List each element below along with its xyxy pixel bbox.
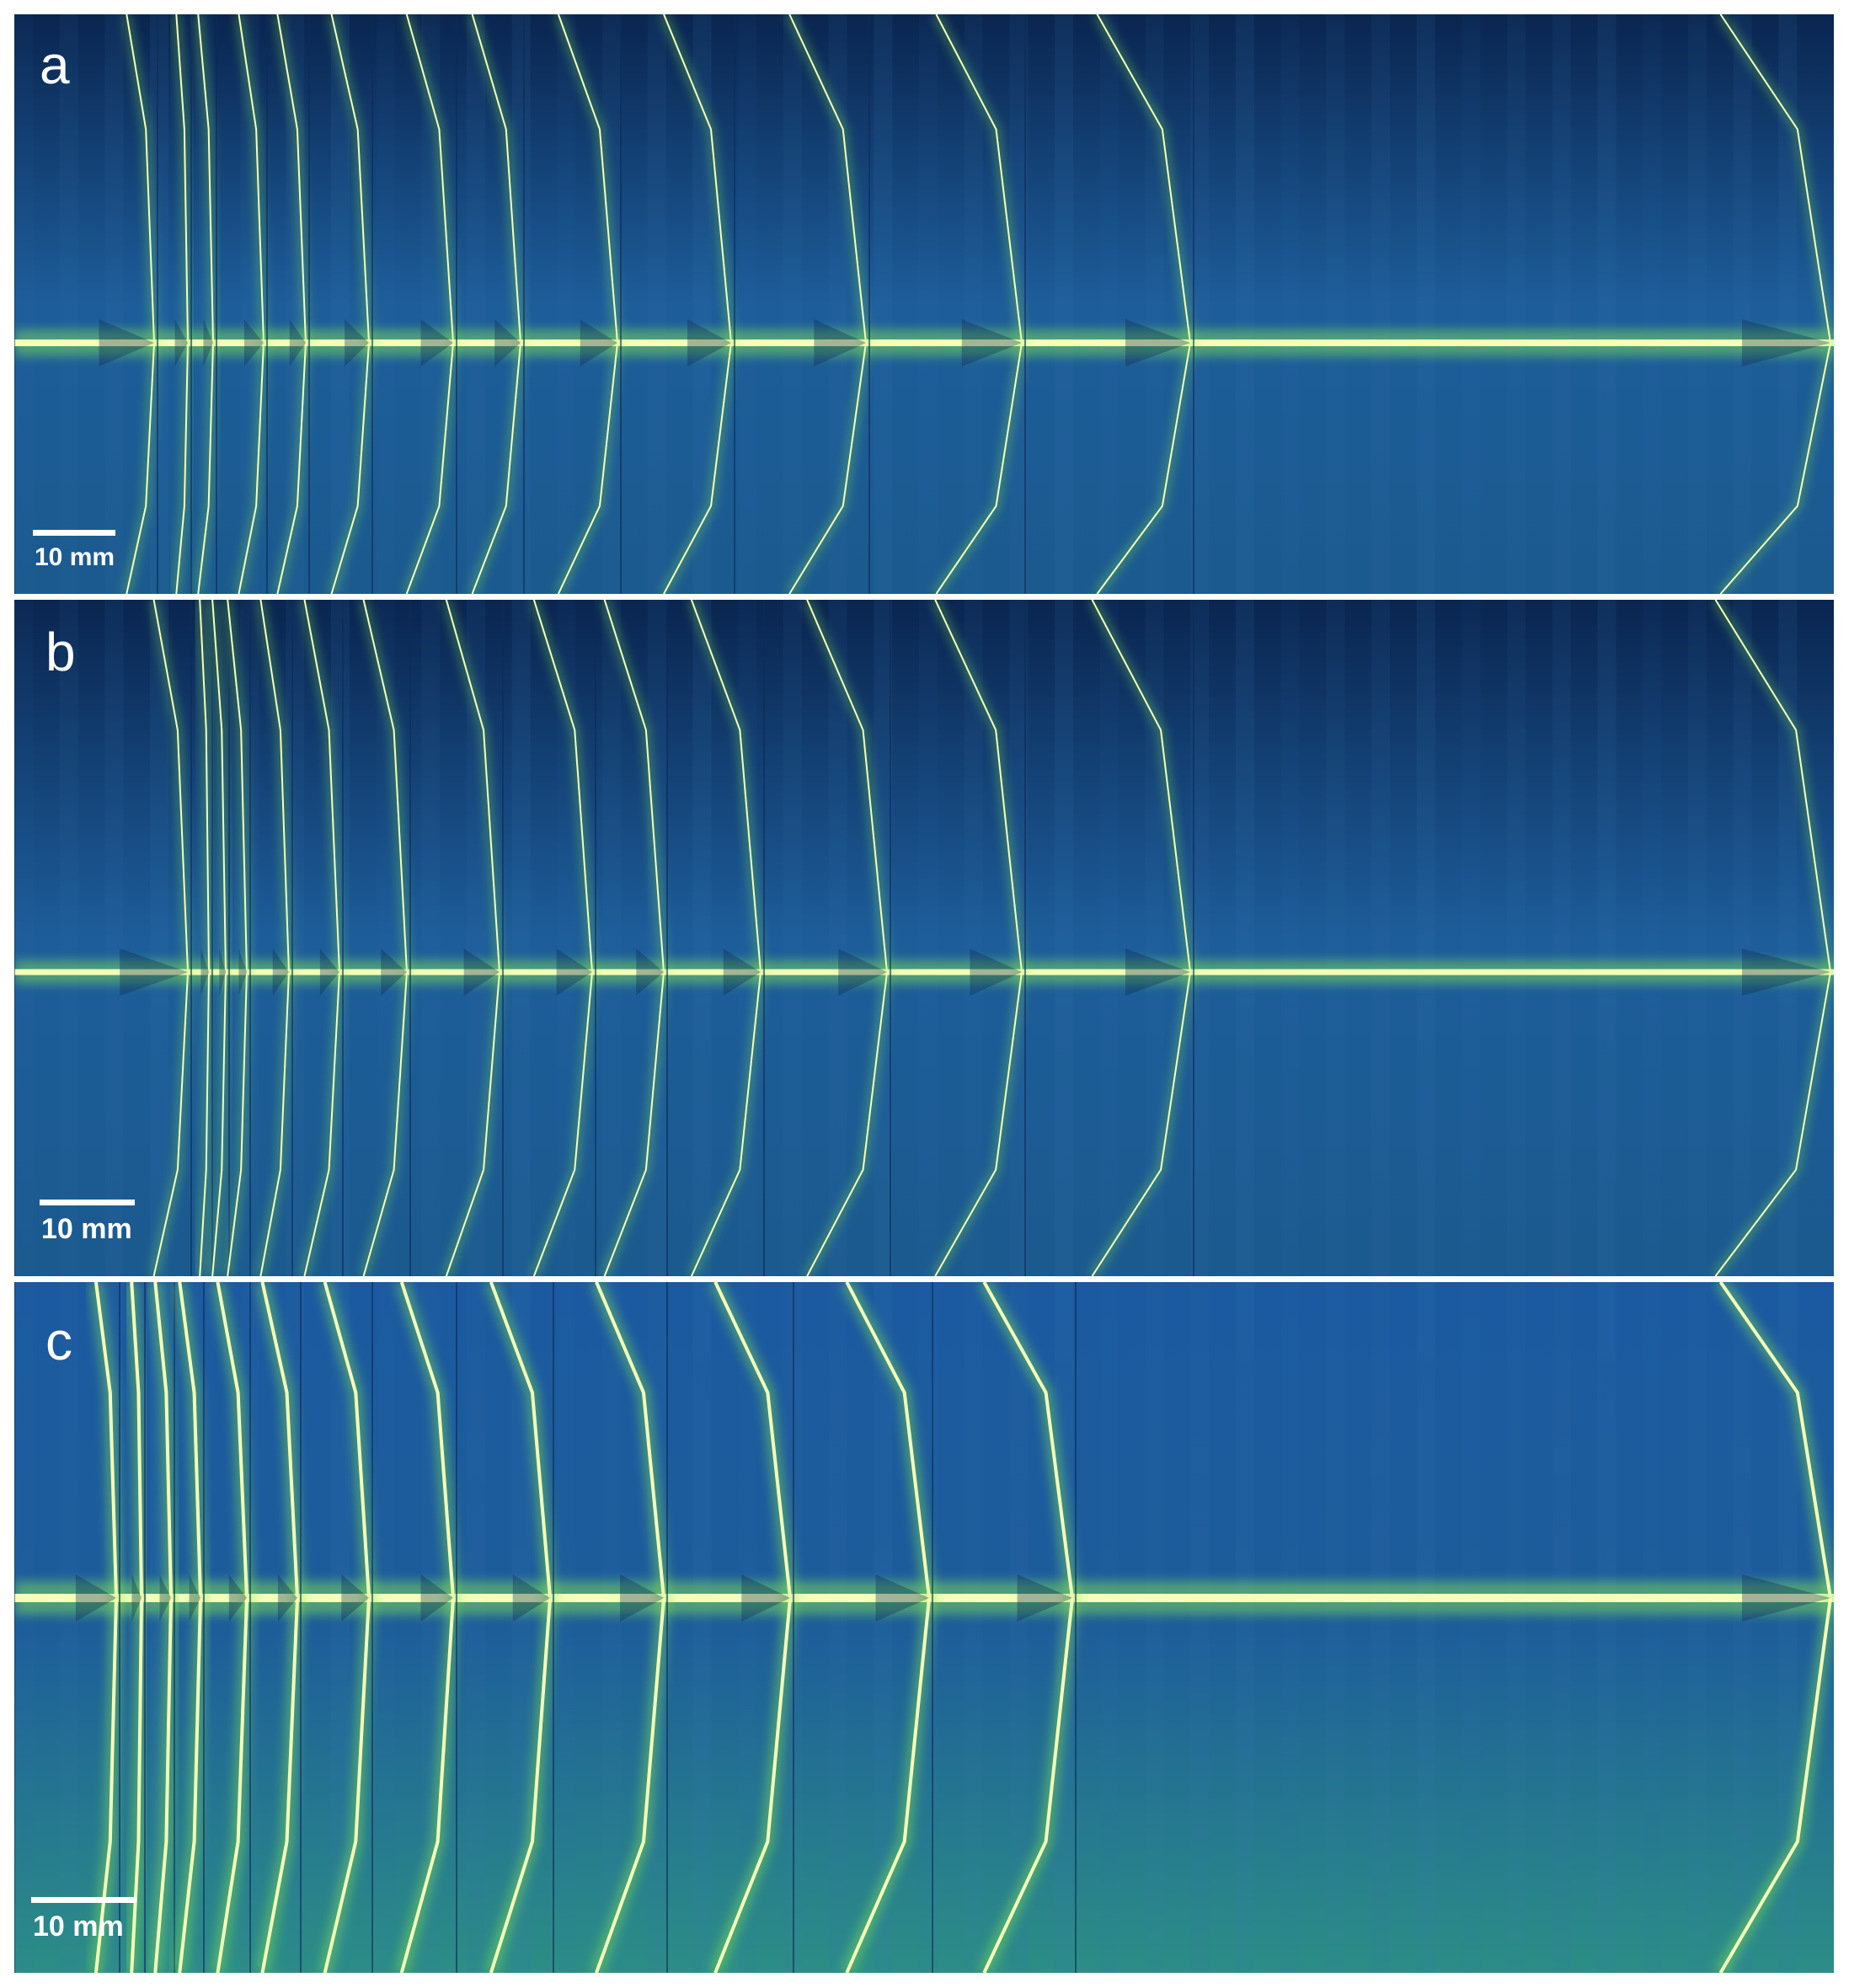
scalebar-line [33,530,115,536]
scalebar-line [40,1200,135,1205]
panel-c-image [14,1282,1834,1973]
panel-b-image [14,600,1834,1276]
panel-c-label: c [45,1311,72,1371]
scalebar-line [31,1897,136,1903]
panel-a-label: a [40,35,70,95]
panel-b: b 10 mm [14,600,1834,1276]
panel-c: c 10 mm [14,1282,1834,1973]
scalebar-label: 10 mm [35,543,115,571]
panel-a: a 10 mm [14,14,1834,594]
scalebar-label: 10 mm [41,1213,132,1245]
scalebar-label: 10 mm [33,1911,124,1943]
panel-a-image [14,14,1834,594]
panel-b-label: b [45,622,76,682]
